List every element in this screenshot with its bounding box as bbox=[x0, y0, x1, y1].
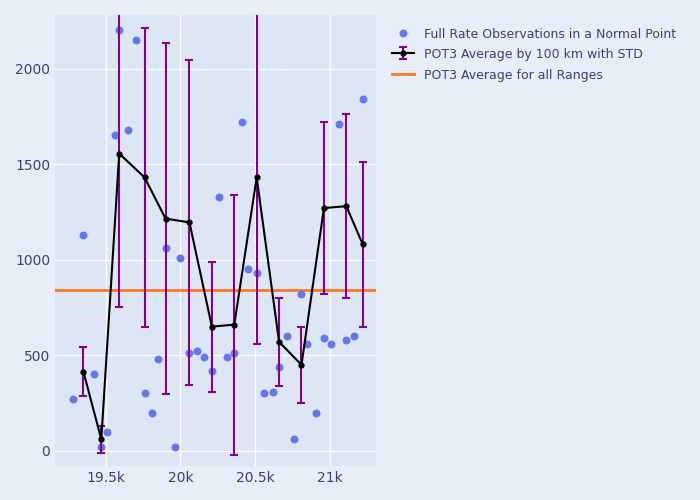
Full Rate Observations in a Normal Point bbox=[102, 428, 113, 436]
Full Rate Observations in a Normal Point bbox=[184, 350, 195, 358]
Full Rate Observations in a Normal Point bbox=[281, 332, 292, 340]
Full Rate Observations in a Normal Point bbox=[160, 244, 171, 252]
Full Rate Observations in a Normal Point bbox=[221, 353, 232, 361]
Full Rate Observations in a Normal Point bbox=[88, 370, 99, 378]
Full Rate Observations in a Normal Point bbox=[326, 340, 337, 348]
Full Rate Observations in a Normal Point bbox=[258, 390, 270, 398]
Full Rate Observations in a Normal Point bbox=[169, 443, 180, 451]
Full Rate Observations in a Normal Point bbox=[78, 231, 89, 239]
Full Rate Observations in a Normal Point bbox=[206, 366, 218, 374]
Legend: Full Rate Observations in a Normal Point, POT3 Average by 100 km with STD, POT3 : Full Rate Observations in a Normal Point… bbox=[386, 21, 682, 88]
Full Rate Observations in a Normal Point bbox=[288, 436, 300, 444]
Full Rate Observations in a Normal Point bbox=[139, 390, 150, 398]
Full Rate Observations in a Normal Point bbox=[251, 269, 262, 277]
Full Rate Observations in a Normal Point bbox=[296, 290, 307, 298]
Full Rate Observations in a Normal Point bbox=[130, 36, 141, 44]
Full Rate Observations in a Normal Point bbox=[146, 408, 158, 416]
Full Rate Observations in a Normal Point bbox=[109, 132, 120, 140]
Full Rate Observations in a Normal Point bbox=[153, 355, 164, 363]
Full Rate Observations in a Normal Point bbox=[318, 334, 330, 342]
Full Rate Observations in a Normal Point bbox=[214, 192, 225, 200]
Full Rate Observations in a Normal Point bbox=[242, 265, 253, 273]
Full Rate Observations in a Normal Point bbox=[348, 332, 359, 340]
Full Rate Observations in a Normal Point bbox=[357, 95, 368, 103]
Full Rate Observations in a Normal Point bbox=[175, 254, 186, 262]
Full Rate Observations in a Normal Point bbox=[341, 336, 352, 344]
Full Rate Observations in a Normal Point bbox=[113, 26, 125, 34]
Full Rate Observations in a Normal Point bbox=[199, 353, 210, 361]
Full Rate Observations in a Normal Point bbox=[191, 348, 202, 356]
Full Rate Observations in a Normal Point bbox=[274, 362, 285, 370]
Full Rate Observations in a Normal Point bbox=[229, 350, 240, 358]
Full Rate Observations in a Normal Point bbox=[96, 443, 107, 451]
Full Rate Observations in a Normal Point bbox=[302, 340, 313, 348]
Full Rate Observations in a Normal Point bbox=[267, 388, 279, 396]
Full Rate Observations in a Normal Point bbox=[67, 395, 78, 403]
Full Rate Observations in a Normal Point bbox=[311, 408, 322, 416]
Full Rate Observations in a Normal Point bbox=[122, 126, 134, 134]
Full Rate Observations in a Normal Point bbox=[333, 120, 344, 128]
Full Rate Observations in a Normal Point bbox=[236, 118, 247, 126]
